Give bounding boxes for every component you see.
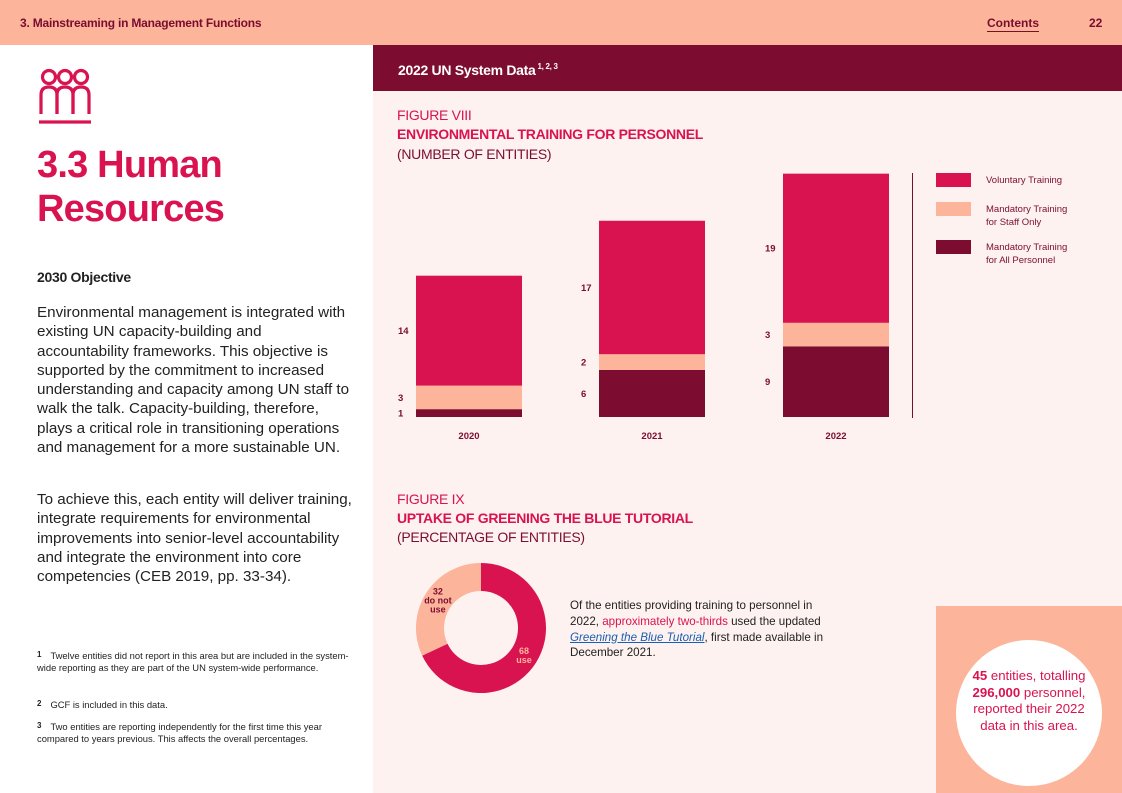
bar-2021-mandatory-training-for-staff-only [599, 354, 705, 370]
objective-heading: 2030 Objective [37, 269, 131, 285]
banner-title-text: 2022 UN System Data [398, 62, 536, 78]
legend-swatch [936, 173, 971, 187]
bar-value-label: 19 [765, 244, 776, 255]
donut-label: use [516, 655, 532, 665]
footnote-text: GCF is included in this data. [50, 699, 168, 710]
contents-link[interactable]: Contents [987, 16, 1039, 32]
figure-9-label: FIGURE IX [397, 491, 465, 507]
bar-value-label: 9 [765, 377, 770, 388]
callout-text-2: personnel, reported their 2022 data in t… [973, 684, 1086, 733]
donut-label: use [430, 605, 446, 615]
page-number: 22 [1089, 16, 1103, 30]
bar-value-label: 3 [398, 393, 403, 404]
figure-8-subtitle: (NUMBER OF ENTITIES) [397, 146, 552, 162]
legend-swatch [936, 240, 971, 254]
bar-value-label: 1 [398, 409, 404, 420]
bar-2020-mandatory-training-for-all-personnel [416, 409, 522, 417]
year-label-2021: 2021 [641, 431, 663, 442]
legend-label: for All Personnel [986, 255, 1055, 266]
donut-slice-use [422, 563, 547, 693]
year-label-2020: 2020 [458, 431, 479, 442]
footnote-text: Two entities are reporting independently… [37, 721, 322, 745]
achievement-paragraph: To achieve this, each entity will delive… [37, 491, 352, 586]
legend-label: Mandatory Training [986, 204, 1067, 215]
bar-2022-mandatory-training-for-staff-only [783, 322, 889, 347]
legend-swatch [936, 202, 971, 216]
donut-label: 68 [519, 646, 529, 656]
top-bar [0, 0, 1122, 45]
bar-2021-mandatory-training-for-all-personnel [599, 369, 705, 417]
bar-value-label: 14 [398, 326, 409, 337]
banner-footnote-refs: 1, 2, 3 [537, 62, 558, 71]
figure-9-subtitle: (PERCENTAGE OF ENTITIES) [397, 529, 585, 545]
figure-8-title: ENVIRONMENTAL TRAINING FOR PERSONNEL [397, 126, 704, 142]
donut-slice-do-not-use [416, 563, 481, 656]
objective-paragraph: Environmental management is integrated w… [37, 304, 350, 457]
donut-label: 32 [433, 587, 443, 597]
greening-the-blue-tutorial-link[interactable]: Greening the Blue Tutorial [570, 630, 705, 644]
bar-2022-mandatory-training-for-all-personnel [783, 346, 889, 417]
footnote-number: 2 [37, 699, 42, 708]
note-prefix: Of the entities providing training to pe… [570, 599, 813, 628]
note-highlight: approximately two-thirds [602, 614, 728, 628]
note-suffix: , first made available in December 2021. [570, 630, 824, 660]
callout-circle [956, 640, 1102, 786]
data-banner [373, 45, 1122, 91]
footnote-text: Twelve entities did not report in this a… [37, 650, 349, 674]
note-middle: used the updated [727, 614, 821, 628]
footnote-number: 1 [37, 650, 42, 659]
data-banner-title: 2022 UN System Data 1, 2, 3 [398, 62, 558, 78]
callout-text: 45 entities, totalling 296,000 personnel… [960, 668, 1098, 734]
legend-label: for Staff Only [986, 217, 1042, 228]
bar-value-label: 2 [581, 358, 586, 369]
footnote-3: 3 Two entities are reporting independentl… [37, 720, 357, 745]
footnote-1: 1 Twelve entities did not report in this … [37, 649, 357, 674]
legend-label: Voluntary Training [986, 175, 1062, 186]
bar-value-label: 17 [581, 283, 592, 294]
bar-value-label: 6 [581, 389, 586, 400]
footnote-2: 2 GCF is included in this data. [37, 698, 357, 711]
bar-2022-voluntary-training [783, 173, 889, 323]
callout-text-1: entities, totalling [987, 668, 1086, 683]
entity-count: 45 [972, 668, 988, 683]
year-label-2022: 2022 [825, 431, 846, 442]
personnel-count: 296,000 [972, 684, 1021, 700]
page-heading: 3.3 Human Resources [37, 144, 225, 230]
footnote-number: 3 [37, 721, 42, 730]
donut-label: do not [424, 596, 452, 606]
legend-label: Mandatory Training [986, 242, 1067, 253]
figure-9-title: UPTAKE OF GREENING THE BLUE TUTORIAL [397, 510, 693, 526]
bar-2020-mandatory-training-for-staff-only [416, 385, 522, 410]
people-icon [39, 68, 91, 124]
bar-2020-voluntary-training [416, 275, 522, 386]
figure-8-label: FIGURE VIII [397, 107, 472, 123]
section-title: 3. Mainstreaming in Management Functions [20, 16, 262, 30]
bar-value-label: 3 [765, 330, 770, 341]
bar-2021-voluntary-training [599, 220, 705, 355]
donut-note: Of the entities providing training to pe… [570, 598, 830, 661]
